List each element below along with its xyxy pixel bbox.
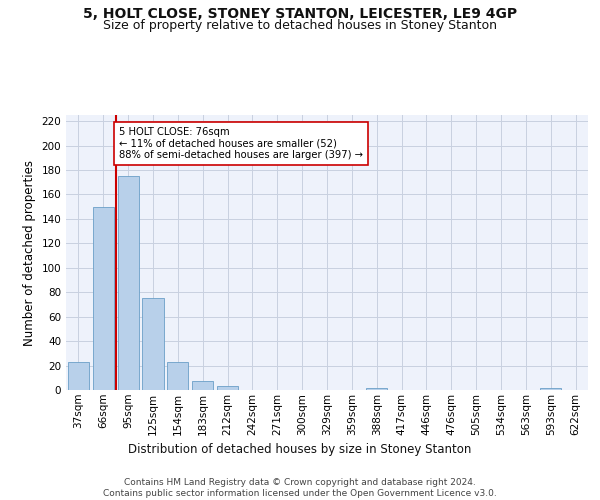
Text: 5 HOLT CLOSE: 76sqm
← 11% of detached houses are smaller (52)
88% of semi-detach: 5 HOLT CLOSE: 76sqm ← 11% of detached ho… (119, 127, 364, 160)
Bar (192, 382, 213, 390)
Bar (540, 388, 561, 390)
Bar (217, 386, 238, 390)
Bar (93, 206, 114, 390)
Text: Size of property relative to detached houses in Stoney Stanton: Size of property relative to detached ho… (103, 18, 497, 32)
Text: Distribution of detached houses by size in Stoney Stanton: Distribution of detached houses by size … (128, 442, 472, 456)
Bar (142, 298, 164, 390)
Text: Contains HM Land Registry data © Crown copyright and database right 2024.
Contai: Contains HM Land Registry data © Crown c… (103, 478, 497, 498)
Text: 5, HOLT CLOSE, STONEY STANTON, LEICESTER, LE9 4GP: 5, HOLT CLOSE, STONEY STANTON, LEICESTER… (83, 8, 517, 22)
Bar (167, 362, 188, 390)
Bar (118, 176, 139, 390)
Bar (366, 388, 387, 390)
Bar (68, 362, 89, 390)
Y-axis label: Number of detached properties: Number of detached properties (23, 160, 36, 346)
